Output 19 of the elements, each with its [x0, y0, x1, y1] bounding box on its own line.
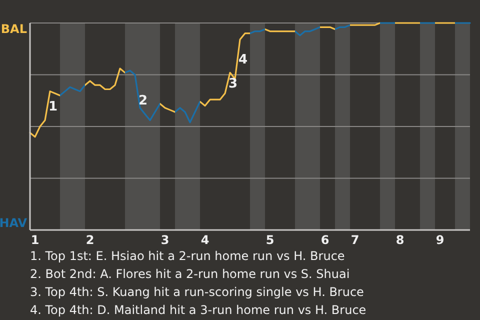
x-tick-label: 8	[396, 233, 404, 247]
x-tick-label: 1	[30, 233, 40, 247]
text: 2. Bot 2nd: A. Flores hit a 2-run home run vs S. Shuai	[30, 267, 350, 281]
text: HAV	[0, 216, 28, 230]
x-tick-label: 2	[86, 233, 94, 247]
annotation: 3	[228, 76, 238, 92]
annotation: 1	[48, 99, 58, 114]
annotation: 4	[238, 52, 248, 68]
text: BAL	[0, 22, 28, 36]
annotation: 2	[138, 93, 148, 108]
text: 3. Top 4th: S. Kuang hit a run-scoring single vs H. Bruce	[30, 285, 364, 299]
x-tick-label: 7	[350, 233, 360, 247]
text: 1. Top 1st: E. Hsiao hit a 2-run home run vs H. Bruce	[30, 249, 345, 263]
x-tick-label: 6	[320, 233, 330, 247]
x-tick-label: 3	[160, 233, 170, 247]
x-tick-label: 4	[200, 233, 210, 247]
text: 4. Top 4th: D. Maitland hit a 3-run home run vs H. Bruce	[30, 303, 366, 317]
x-tick-label: 9	[436, 233, 444, 247]
x-tick-label: 5	[266, 233, 274, 247]
